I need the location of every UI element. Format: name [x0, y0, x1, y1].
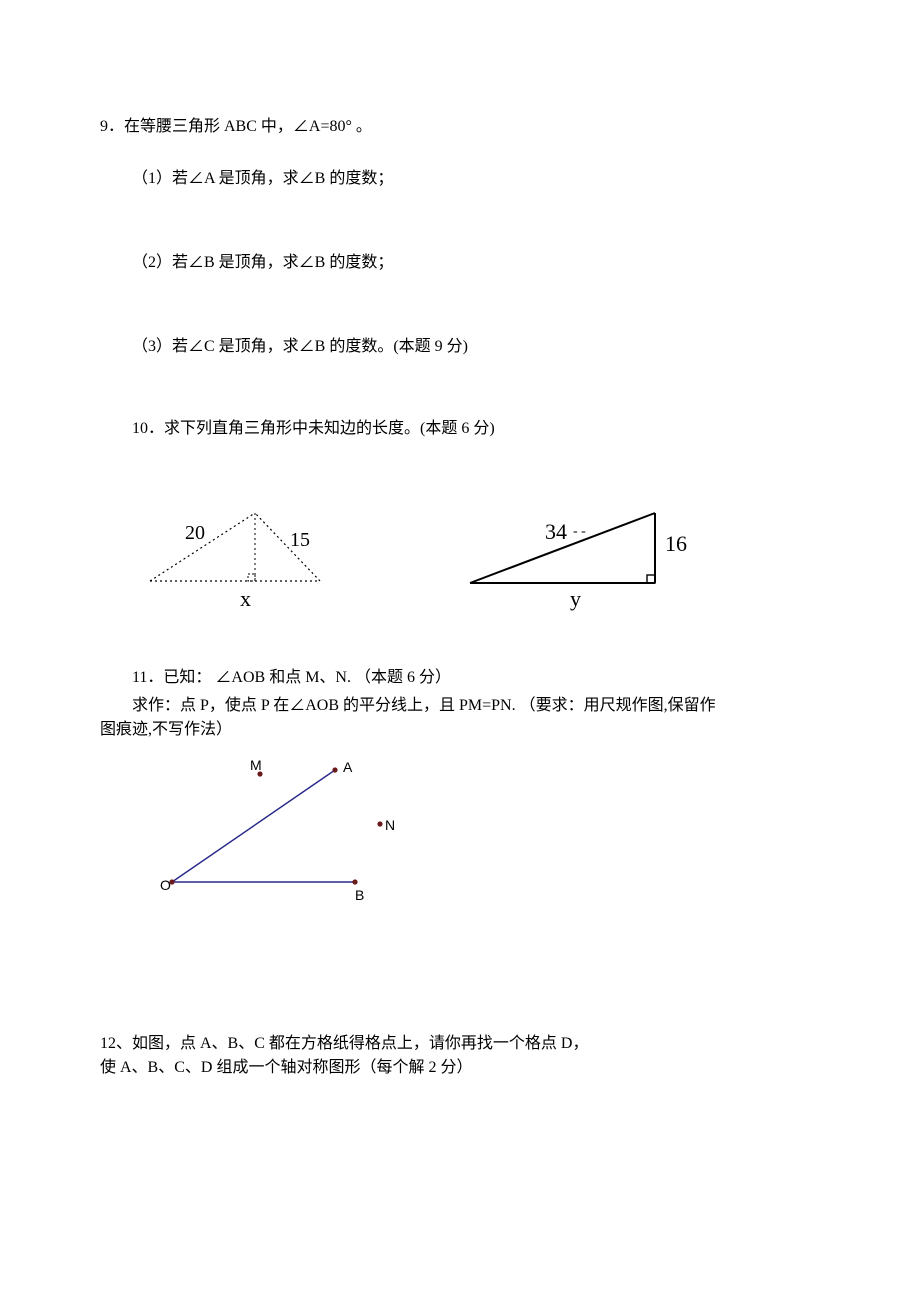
q11-figure: O A B M N: [150, 752, 410, 912]
svg-text:M: M: [250, 757, 262, 773]
q9-sub3: （3）若∠C 是顶角，求∠B 的度数。(本题 9 分): [100, 335, 825, 359]
q11-line2: 求作：点 P，使点 P 在∠AOB 的平分线上，且 PM=PN. （要求：用尺规…: [100, 694, 825, 718]
q10-figure-1: 20 15 x: [130, 501, 330, 611]
q11-block: 11．已知： ∠AOB 和点 M、N. （本题 6 分） 求作：点 P，使点 P…: [100, 666, 825, 742]
q11-figure-wrap: O A B M N: [150, 752, 825, 912]
q10-stem: 10．求下列直角三角形中未知边的长度。(本题 6 分): [100, 417, 825, 441]
q9-sub1: （1）若∠A 是顶角，求∠B 的度数；: [100, 167, 825, 191]
svg-text:20: 20: [185, 522, 205, 544]
svg-text:O: O: [160, 877, 171, 893]
svg-text:15: 15: [290, 529, 310, 551]
page: 9．在等腰三角形 ABC 中，∠A=80° 。 （1）若∠A 是顶角，求∠B 的…: [0, 0, 920, 1130]
svg-text:x: x: [240, 586, 251, 611]
svg-text:- -: - -: [573, 524, 586, 539]
q9-stem: 9．在等腰三角形 ABC 中，∠A=80° 。: [100, 115, 825, 139]
q12-block: 12、如图，点 A、B、C 都在方格纸得格点上，请你再找一个格点 D， 使 A、…: [100, 1032, 825, 1080]
q12-line1: 12、如图，点 A、B、C 都在方格纸得格点上，请你再找一个格点 D，: [100, 1032, 825, 1056]
svg-text:B: B: [355, 887, 364, 903]
q11-line1: 11．已知： ∠AOB 和点 M、N. （本题 6 分）: [100, 666, 825, 690]
svg-text:y: y: [570, 586, 581, 611]
svg-text:16: 16: [665, 531, 687, 556]
svg-text:N: N: [385, 817, 395, 833]
q11-line3: 图痕迹,不写作法）: [100, 718, 825, 742]
q9-sub2: （2）若∠B 是顶角，求∠B 的度数；: [100, 251, 825, 275]
q12-line2: 使 A、B、C、D 组成一个轴对称图形（每个解 2 分）: [100, 1056, 825, 1080]
svg-text:34: 34: [545, 519, 567, 544]
q10-figures-row: 20 15 x 34 - - 16 y: [100, 501, 825, 611]
svg-text:A: A: [343, 759, 353, 775]
q10-figure-2: 34 - - 16 y: [460, 501, 690, 611]
